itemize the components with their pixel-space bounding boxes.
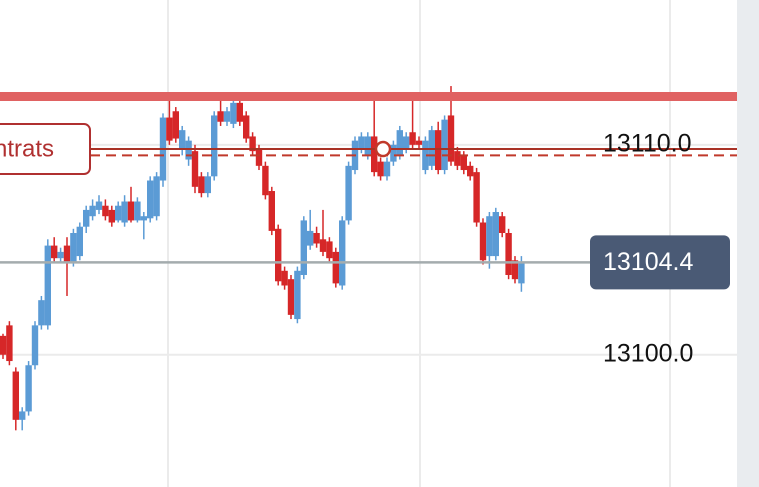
y-tick-label: 13110.0 <box>603 129 692 157</box>
candle-body <box>89 205 96 217</box>
candle-body <box>25 365 32 412</box>
candle-body <box>486 216 493 257</box>
candle-body <box>6 325 13 362</box>
y-tick-label: 13100.0 <box>603 339 693 367</box>
candle-body <box>435 130 442 171</box>
candle-body <box>505 233 512 275</box>
candle-body <box>294 270 301 320</box>
last-price-label: 13104.4 <box>603 248 693 276</box>
candle-body <box>492 212 499 257</box>
candle-body <box>422 140 429 171</box>
candle-body <box>31 325 39 366</box>
candle-body <box>319 239 327 252</box>
candle-body <box>243 115 250 139</box>
scrollbar <box>737 0 759 487</box>
candle-body <box>0 335 7 355</box>
candle-body <box>83 209 90 227</box>
candle-body <box>108 209 115 223</box>
candle-body <box>134 201 141 221</box>
candle-body <box>300 220 307 275</box>
candle-body <box>185 140 192 160</box>
candle-body <box>166 117 173 141</box>
candle-body <box>70 233 77 263</box>
candle-body <box>275 228 282 282</box>
candle-body <box>268 191 275 231</box>
candle-body <box>313 233 320 244</box>
candle-body <box>396 130 403 156</box>
order-marker <box>374 140 392 158</box>
candle-body <box>364 136 371 156</box>
candle-body <box>147 180 154 219</box>
candle-body <box>390 144 397 162</box>
candle-body <box>358 136 365 150</box>
candle-body <box>38 300 45 326</box>
candle-body <box>511 260 519 280</box>
candle-body <box>383 161 391 177</box>
candle-body <box>441 119 448 171</box>
candle-body <box>262 165 269 196</box>
candle-body <box>102 205 109 217</box>
candle-body <box>57 251 64 259</box>
candle-body <box>409 132 416 145</box>
candle-body <box>44 245 51 326</box>
candle-body <box>415 140 423 145</box>
candle-body <box>172 111 179 139</box>
candle-body <box>287 279 295 315</box>
candle-body <box>230 102 237 124</box>
candle-body <box>211 115 218 177</box>
candle-body <box>76 226 83 257</box>
candle-body <box>255 149 263 166</box>
candle-body <box>19 411 26 420</box>
candle-body <box>121 201 128 223</box>
candle-body <box>428 130 435 166</box>
candle-body <box>332 251 339 284</box>
candle-body <box>249 136 256 152</box>
candle-body <box>12 371 19 420</box>
candle-body <box>191 151 199 187</box>
last-price-box <box>590 235 730 290</box>
order-label: ntrats <box>0 135 54 162</box>
candle-body <box>447 115 455 162</box>
candle-body <box>377 161 384 177</box>
candle-body <box>518 262 525 284</box>
candle-body <box>473 172 480 223</box>
candle-body <box>179 130 186 150</box>
candle-body <box>339 220 346 286</box>
candle-body <box>223 111 231 122</box>
candle-body <box>467 165 474 177</box>
order-label-box <box>0 123 91 176</box>
candle-body <box>51 245 58 259</box>
candle-body <box>454 151 461 166</box>
candle-body <box>236 102 243 122</box>
candle-body <box>153 176 160 217</box>
candle-body <box>127 201 135 221</box>
candle-body <box>217 111 224 122</box>
candle-body <box>403 136 410 150</box>
candle-body <box>326 241 333 259</box>
candle-body <box>281 270 288 286</box>
candle-body <box>63 245 71 263</box>
candle-body <box>345 165 352 221</box>
candle-body <box>204 176 211 194</box>
candle-body <box>198 176 205 194</box>
candle-body <box>499 216 506 234</box>
candle-body <box>115 205 122 221</box>
candle-body <box>140 216 147 221</box>
candle-body <box>307 230 314 246</box>
candle-body <box>95 201 103 210</box>
candle-body <box>460 155 467 171</box>
candle-body <box>479 222 487 261</box>
candle-body <box>371 136 378 173</box>
